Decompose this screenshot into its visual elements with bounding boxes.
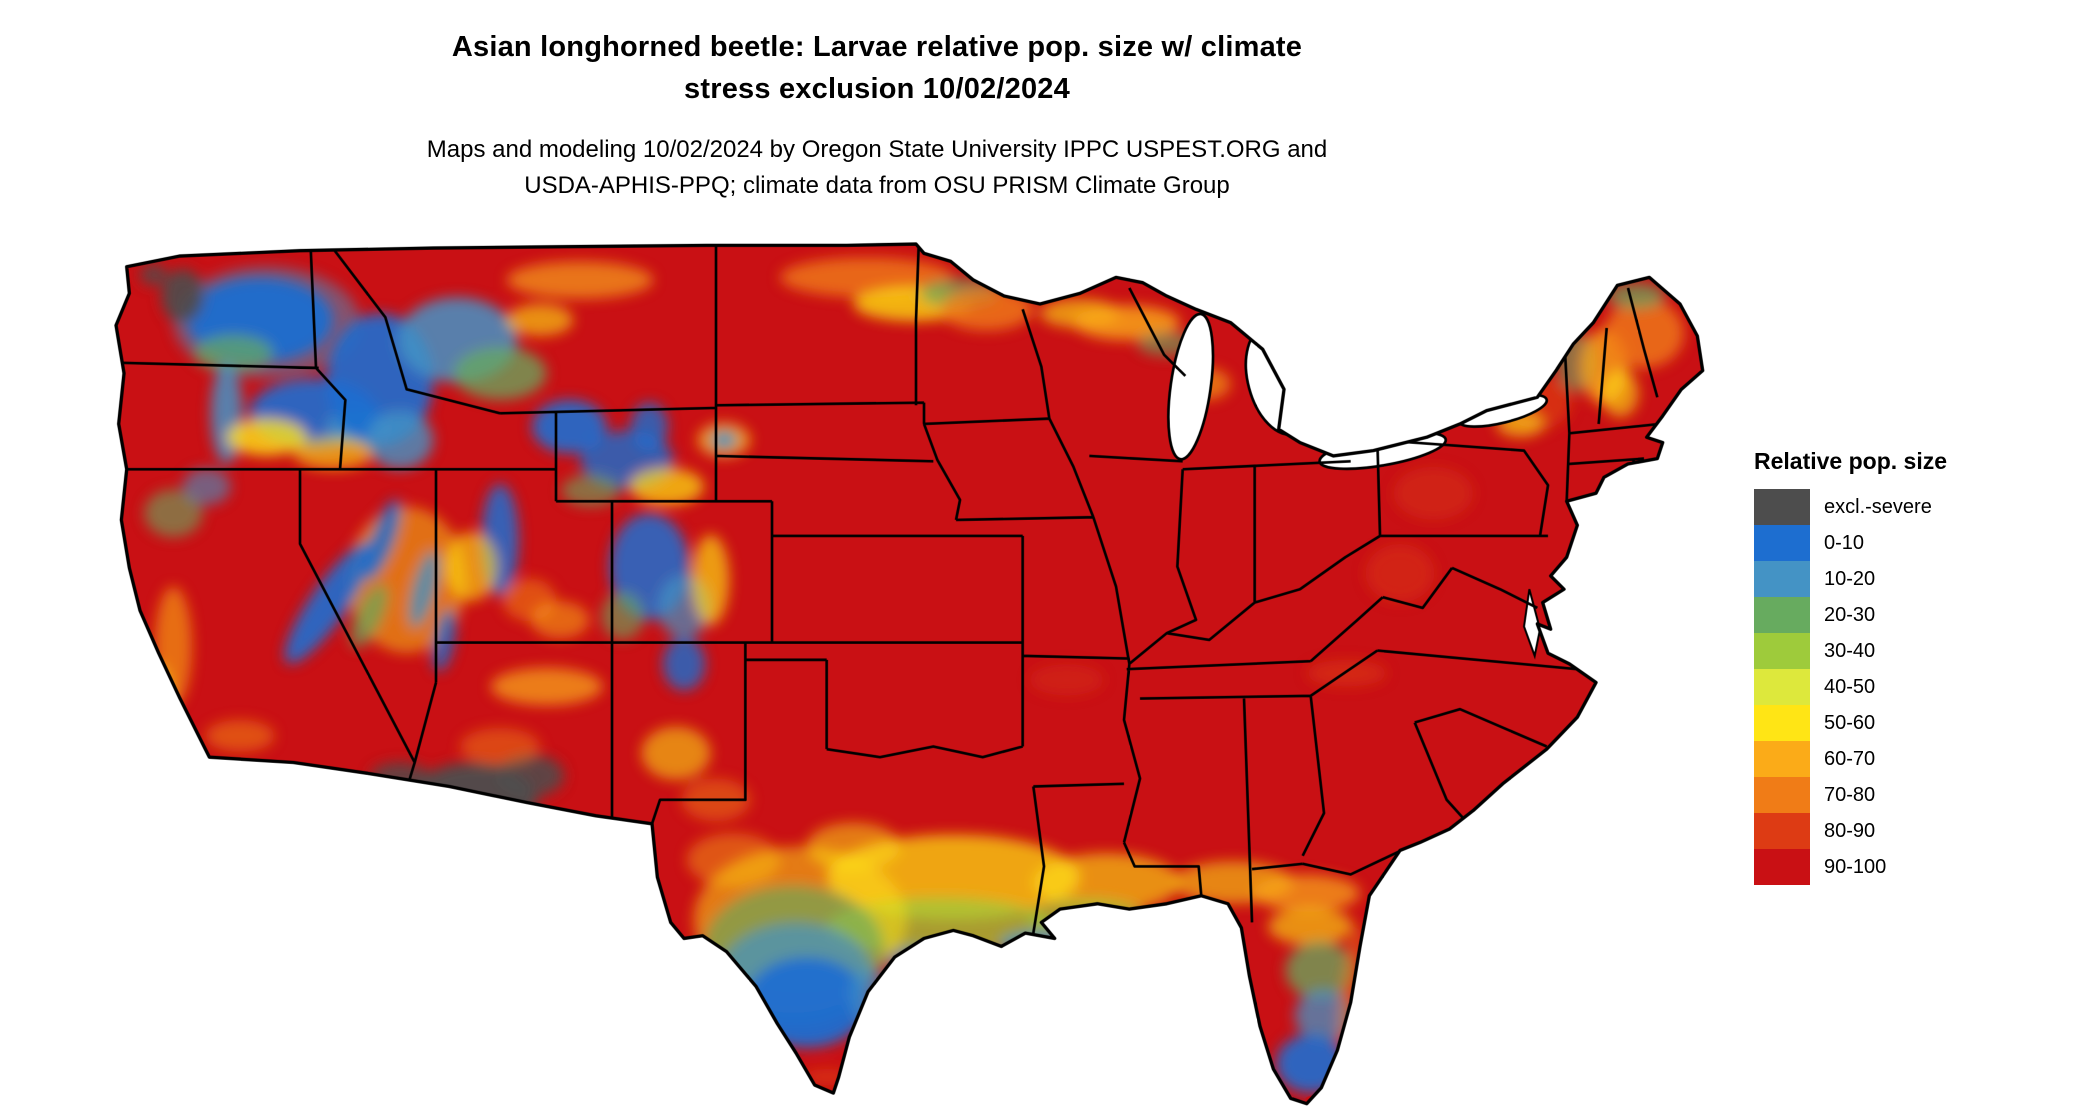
legend-swatch-60-70 bbox=[1754, 741, 1810, 777]
map-title-line1: Asian longhorned beetle: Larvae relative… bbox=[451, 31, 1303, 63]
legend-label: 40-50 bbox=[1824, 675, 1876, 698]
legend-label: 60-70 bbox=[1824, 747, 1876, 770]
legend-swatch-90-100 bbox=[1754, 849, 1810, 885]
legend: Relative pop. size excl.-severe 0-10 10-… bbox=[1754, 448, 2084, 885]
legend-swatch-20-30 bbox=[1754, 597, 1810, 633]
legend-label: 20-30 bbox=[1824, 603, 1876, 626]
legend-row: 40-50 bbox=[1754, 669, 2084, 705]
map-subtitle-line1: Maps and modeling 10/02/2024 by Oregon S… bbox=[426, 136, 1328, 163]
legend-swatch-30-40 bbox=[1754, 633, 1810, 669]
legend-swatch-70-80 bbox=[1754, 777, 1810, 813]
legend-row: 60-70 bbox=[1754, 741, 2084, 777]
legend-row: 20-30 bbox=[1754, 597, 2084, 633]
legend-row: excl.-severe bbox=[1754, 489, 2084, 525]
legend-swatch-0-10 bbox=[1754, 525, 1810, 561]
legend-label: 70-80 bbox=[1824, 783, 1876, 806]
legend-label: 90-100 bbox=[1824, 855, 1887, 878]
legend-row: 50-60 bbox=[1754, 705, 2084, 741]
state-borders bbox=[116, 245, 1661, 934]
legend-title: Relative pop. size bbox=[1754, 448, 1948, 474]
legend-label: excl.-severe bbox=[1824, 495, 1932, 518]
legend-label: 10-20 bbox=[1824, 567, 1876, 590]
legend-row: 10-20 bbox=[1754, 561, 2084, 597]
map-header: Asian longhorned beetle: Larvae relative… bbox=[0, 0, 1754, 204]
legend-swatch-80-90 bbox=[1754, 813, 1810, 849]
legend-label: 50-60 bbox=[1824, 711, 1876, 734]
legend-row: 90-100 bbox=[1754, 849, 2084, 885]
legend-row: 30-40 bbox=[1754, 633, 2084, 669]
map-title-line2: stress exclusion 10/02/2024 bbox=[684, 73, 1070, 105]
map-subtitle: Maps and modeling 10/02/2024 by Oregon S… bbox=[0, 132, 1754, 204]
us-map bbox=[100, 240, 1720, 1113]
legend-swatch-10-20 bbox=[1754, 561, 1810, 597]
legend-row: 70-80 bbox=[1754, 777, 2084, 813]
legend-swatch-excl-severe bbox=[1754, 489, 1810, 525]
legend-label: 30-40 bbox=[1824, 639, 1876, 662]
legend-label: 0-10 bbox=[1824, 531, 1865, 554]
us-outline bbox=[114, 242, 1705, 1106]
map-raster bbox=[116, 243, 1703, 1104]
legend-label: 80-90 bbox=[1824, 819, 1876, 842]
us-map-svg bbox=[114, 242, 1705, 1106]
map-subtitle-line2: USDA-APHIS-PPQ; climate data from OSU PR… bbox=[524, 172, 1230, 199]
legend-row: 80-90 bbox=[1754, 813, 2084, 849]
legend-swatch-50-60 bbox=[1754, 705, 1810, 741]
lake-michigan bbox=[1167, 312, 1215, 461]
legend-row: 0-10 bbox=[1754, 525, 2084, 561]
legend-swatch-40-50 bbox=[1754, 669, 1810, 705]
chesapeake-bay bbox=[1522, 588, 1542, 660]
